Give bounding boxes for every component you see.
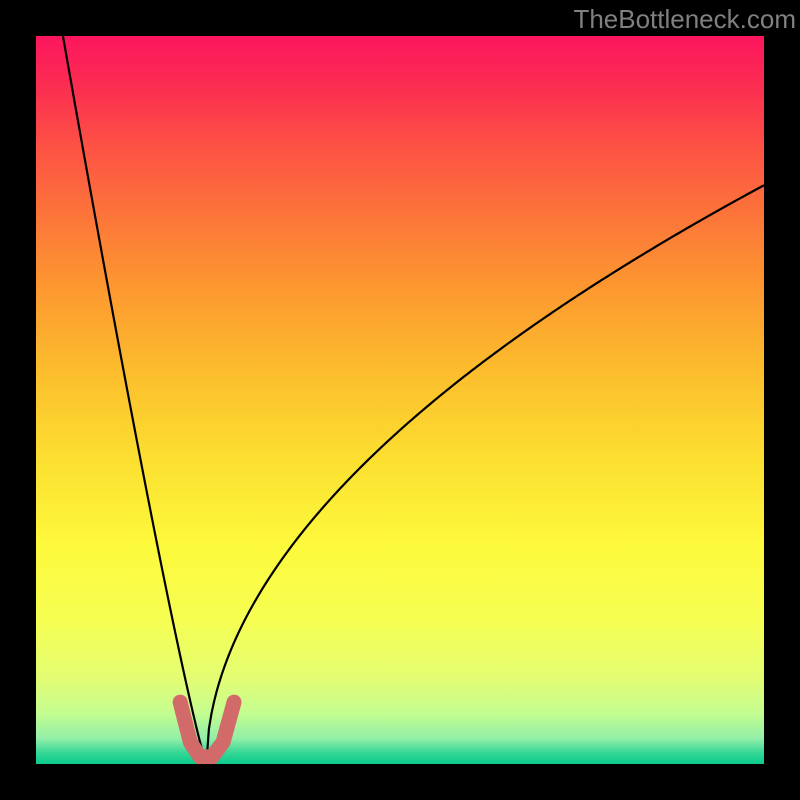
gradient-background [36, 36, 764, 764]
plot-area [36, 36, 764, 764]
watermark-text: TheBottleneck.com [573, 4, 796, 35]
